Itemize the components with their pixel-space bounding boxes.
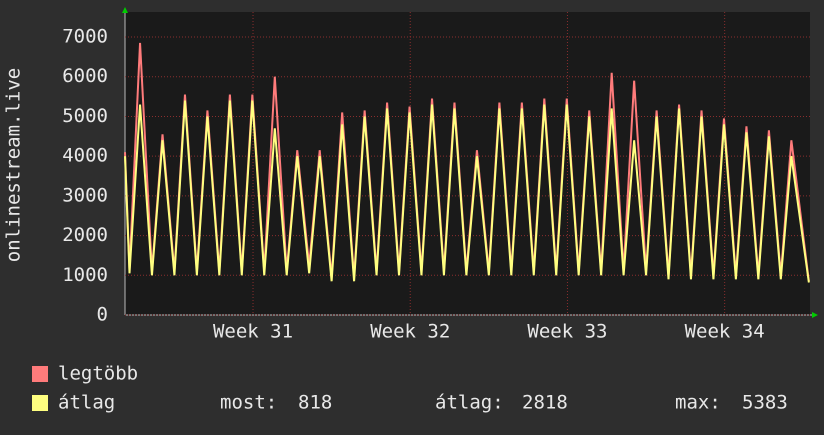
stat-label: most: xyxy=(220,392,277,414)
lines xyxy=(124,42,810,283)
y-tick-label: 5000 xyxy=(62,105,108,127)
axis-arrow xyxy=(812,312,818,318)
y-tick-label: 4000 xyxy=(62,145,108,167)
legend-swatch xyxy=(32,366,48,382)
stat-label: átlag: xyxy=(435,392,504,414)
y-tick-label: 6000 xyxy=(62,65,108,87)
y-tick-label: 3000 xyxy=(62,184,108,206)
y-tick-label: 2000 xyxy=(62,224,108,246)
stat-value: 818 xyxy=(298,392,332,414)
x-tick-label: Week 31 xyxy=(213,321,293,343)
y-tick-label: 1000 xyxy=(62,264,108,286)
y-tick-label: 7000 xyxy=(62,26,108,48)
stat-value: 5383 xyxy=(742,392,788,414)
legend-label: átlag xyxy=(58,392,115,414)
x-tick-label: Week 34 xyxy=(685,321,765,343)
axis-arrow xyxy=(122,7,128,13)
stat-label: max: xyxy=(675,392,721,414)
stat-value: 2818 xyxy=(522,392,568,414)
y-axis-label: onlinestream.live xyxy=(3,68,25,262)
series-line xyxy=(124,100,810,283)
y-tick-label: 0 xyxy=(97,304,108,326)
x-tick-label: Week 32 xyxy=(370,321,450,343)
x-tick-label: Week 33 xyxy=(527,321,607,343)
legend-label: legtöbb xyxy=(58,363,138,385)
legend-swatch xyxy=(32,395,48,411)
